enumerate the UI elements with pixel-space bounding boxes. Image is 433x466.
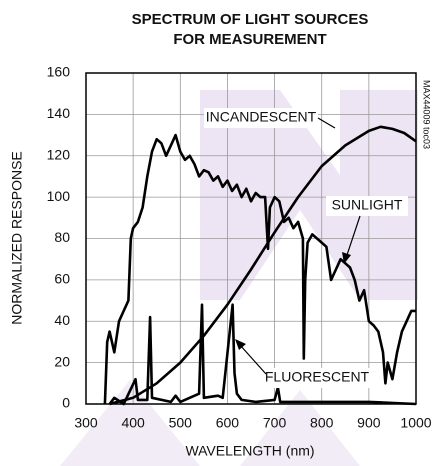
label-box xyxy=(204,108,318,128)
chart-title: FOR MEASUREMENT xyxy=(173,31,326,48)
plot: 0 20 40 60 80 100 120 140 160 300 400 500 600 700 800 9… xyxy=(47,64,432,431)
y-tick-label: 100 xyxy=(47,188,71,204)
label-box xyxy=(326,196,408,216)
annotation: FLUORESCENT xyxy=(265,369,370,385)
arrowhead xyxy=(342,252,351,264)
arrowhead xyxy=(235,339,246,350)
y-tick-label: 120 xyxy=(47,146,71,162)
plot-frame xyxy=(85,72,417,405)
annotation-arrow xyxy=(345,215,361,259)
side-note: MAX44009 toc03 xyxy=(422,80,432,149)
y-tick-label: 0 xyxy=(62,395,70,411)
y-tick-label: 80 xyxy=(54,229,70,245)
y-axis-label: NORMALIZED RESPONSE xyxy=(9,151,25,324)
watermark xyxy=(60,90,418,466)
series-line xyxy=(108,303,417,406)
annotation-line xyxy=(317,117,336,129)
x-tick-label: 800 xyxy=(310,415,334,431)
y-tick-label: 60 xyxy=(54,271,70,287)
annotation-arrow xyxy=(239,344,267,375)
y-tick-label: 40 xyxy=(54,312,70,328)
x-tick-label: 1000 xyxy=(400,415,431,431)
label-box xyxy=(262,368,372,388)
y-tick-label: 160 xyxy=(47,64,71,80)
x-axis-label: WAVELENGTH (nm) xyxy=(185,443,314,459)
x-tick-label: 900 xyxy=(357,415,381,431)
y-tick-label: 20 xyxy=(54,353,70,369)
annotation: SUNLIGHT xyxy=(332,197,403,213)
annotation: INCANDESCENT xyxy=(206,109,317,125)
x-tick-label: 700 xyxy=(263,415,287,431)
y-tick-label: 140 xyxy=(47,105,71,121)
series-line xyxy=(103,133,416,405)
chart-title: SPECTRUM OF LIGHT SOURCES xyxy=(132,11,369,28)
x-tick-label: 600 xyxy=(216,415,240,431)
x-tick-label: 500 xyxy=(169,415,193,431)
x-tick-label: 400 xyxy=(121,415,145,431)
series-line xyxy=(109,125,417,406)
x-tick-label: 300 xyxy=(74,415,98,431)
annotations: INCANDESCENT SUNLIGHT FLUORESCENT xyxy=(204,108,408,388)
